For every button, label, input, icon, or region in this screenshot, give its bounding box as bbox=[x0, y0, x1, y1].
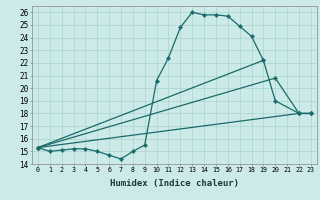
X-axis label: Humidex (Indice chaleur): Humidex (Indice chaleur) bbox=[110, 179, 239, 188]
